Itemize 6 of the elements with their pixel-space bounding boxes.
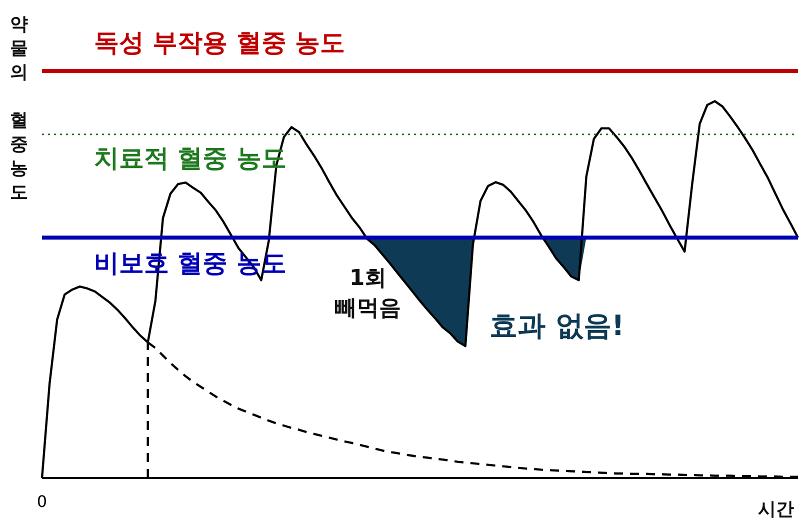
ref-line-label: 독성 부작용 혈중 농도 bbox=[94, 28, 346, 58]
annotation: 1회 빼먹음 bbox=[334, 266, 401, 321]
x-axis-title: 시간 bbox=[758, 499, 794, 519]
annotation: 효과 없음! bbox=[490, 309, 624, 342]
text: 약물의 혈중농도 bbox=[10, 14, 28, 203]
text: 0 bbox=[36, 492, 48, 511]
